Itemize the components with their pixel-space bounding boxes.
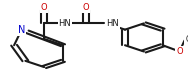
Text: O: O xyxy=(176,47,183,56)
Text: HN: HN xyxy=(106,19,119,28)
Text: HN: HN xyxy=(58,19,71,28)
Text: O: O xyxy=(41,3,48,12)
Text: O: O xyxy=(82,3,89,12)
Text: CH₃: CH₃ xyxy=(185,34,188,44)
Text: N: N xyxy=(18,25,25,35)
